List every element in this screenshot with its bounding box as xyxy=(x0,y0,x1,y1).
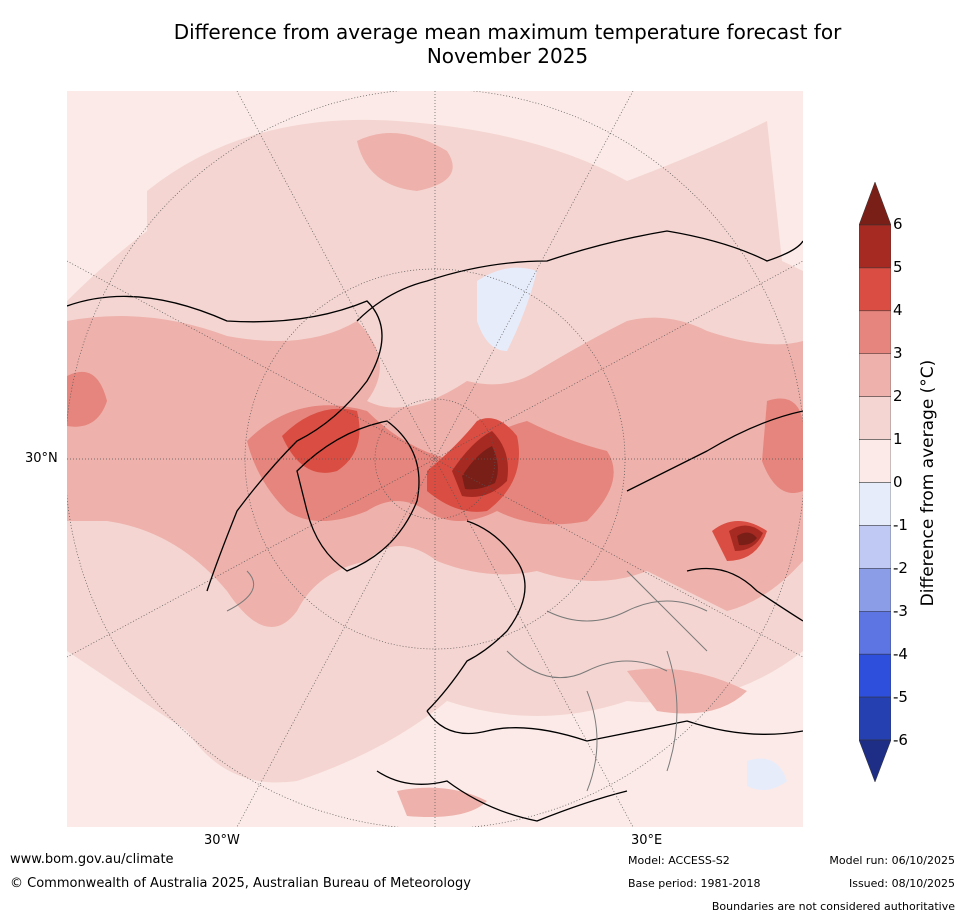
colorbar-bin xyxy=(859,353,891,397)
anomaly-zone-2-3 xyxy=(627,668,747,714)
colorbar-tick: 5 xyxy=(893,258,903,276)
colorbar-bin xyxy=(859,439,891,483)
colorbar-bin xyxy=(859,182,891,226)
colorbar-tick: 1 xyxy=(893,430,903,448)
chart-title: Difference from average mean maximum tem… xyxy=(0,20,965,68)
anomaly-zone-minus1-0 xyxy=(747,758,787,790)
lat-label-30n: 30°N xyxy=(25,451,58,466)
anomaly-map xyxy=(67,91,803,827)
colorbar-bin xyxy=(859,224,891,269)
footer-base-period: Base period: 1981-2018 xyxy=(628,877,761,890)
colorbar-tick: -3 xyxy=(893,602,908,620)
colorbar-tick: -6 xyxy=(893,731,908,749)
colorbar-bin xyxy=(859,396,891,440)
colorbar-tick: -1 xyxy=(893,516,908,534)
colorbar-tick: -2 xyxy=(893,559,908,577)
footer-url[interactable]: www.bom.gov.au/climate xyxy=(10,852,174,867)
footer-issued: Issued: 08/10/2025 xyxy=(848,877,955,890)
colorbar-bin xyxy=(859,696,891,741)
lon-label-30w: 30°W xyxy=(204,833,240,848)
colorbar-tick: -4 xyxy=(893,645,908,663)
colorbar-bin xyxy=(859,568,891,612)
colorbar-tick: 0 xyxy=(893,473,903,491)
footer-model-run: Model run: 06/10/2025 xyxy=(829,854,955,867)
anomaly-zone-3-4 xyxy=(67,371,107,427)
colorbar-bin xyxy=(859,525,891,569)
colorbar-tick: 3 xyxy=(893,344,903,362)
footer-disclaimer: Boundaries are not considered authoritat… xyxy=(711,900,955,913)
coastlines xyxy=(67,230,803,822)
colorbar-bin xyxy=(859,611,891,655)
graticule xyxy=(67,91,803,827)
colorbar-bin xyxy=(859,267,891,312)
anomaly-zone-2-3 xyxy=(357,133,453,191)
colorbar-bin xyxy=(859,653,891,698)
colorbar-tick: -5 xyxy=(893,688,908,706)
colorbar xyxy=(859,182,891,782)
colorbar-tick: 4 xyxy=(893,301,903,319)
colorbar-bin xyxy=(859,739,891,782)
title-line-2: November 2025 xyxy=(426,44,589,68)
colorbar-tick: 6 xyxy=(893,215,903,233)
footer-copyright: © Commonwealth of Australia 2025, Austra… xyxy=(10,876,471,891)
country-borders xyxy=(226,570,708,792)
lon-label-30e: 30°E xyxy=(631,833,663,848)
anomaly-zone-4-5 xyxy=(282,408,360,473)
title-line-1: Difference from average mean maximum tem… xyxy=(173,20,842,44)
footer-model: Model: ACCESS-S2 xyxy=(628,854,730,867)
colorbar-title-text: Difference from average (°C) xyxy=(918,359,938,607)
anomaly-zone-3-4 xyxy=(762,398,803,493)
anomaly-zone-minus1-0 xyxy=(477,267,537,351)
anomaly-zone-above-6 xyxy=(462,446,498,490)
colorbar-tick: 2 xyxy=(893,387,903,405)
colorbar-bin xyxy=(859,482,891,526)
colorbar-bin xyxy=(859,310,891,354)
anomaly-zone-above-6 xyxy=(737,532,757,546)
anomaly-zone-2-3 xyxy=(397,787,487,817)
